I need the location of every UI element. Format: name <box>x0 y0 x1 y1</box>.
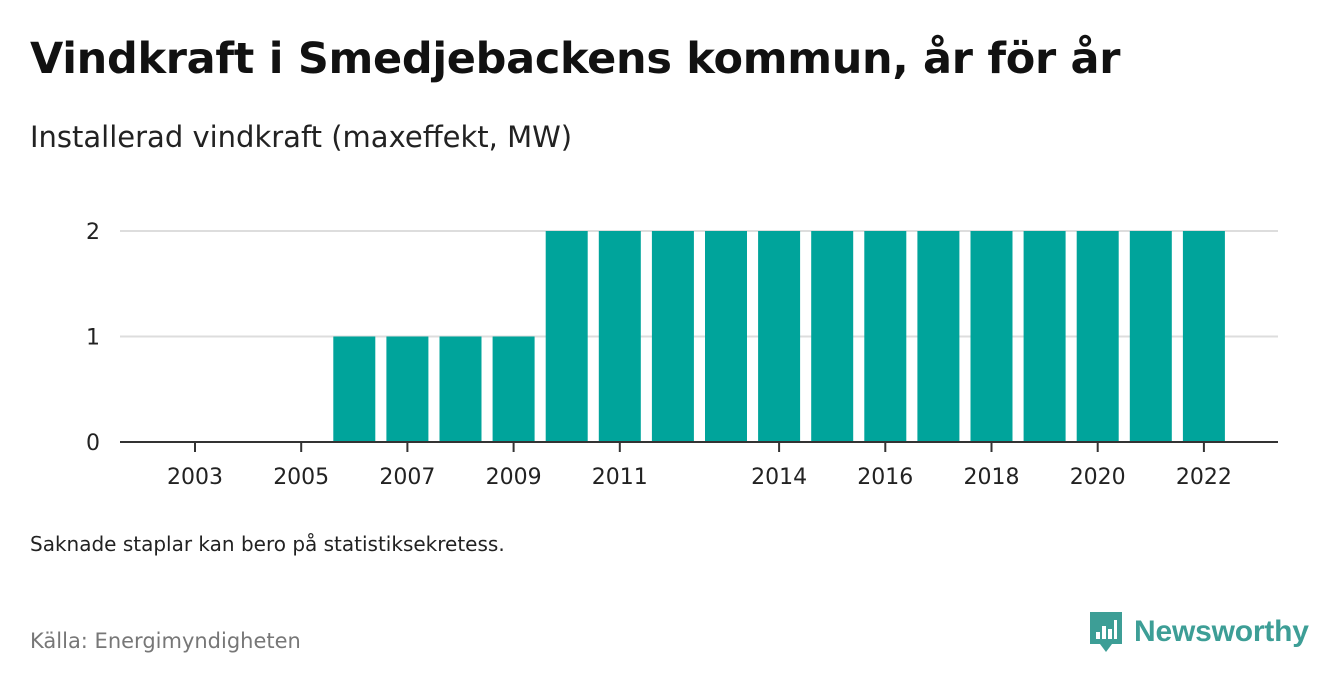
x-tick-label: 2009 <box>486 465 542 490</box>
bar-2013 <box>705 231 747 442</box>
x-tick-label: 2007 <box>379 465 435 490</box>
x-tick-label: 2011 <box>592 465 648 490</box>
x-tick-label: 2014 <box>751 465 807 490</box>
chart-subtitle: Installerad vindkraft (maxeffekt, MW) <box>30 120 573 154</box>
bar-2006 <box>333 336 376 442</box>
y-tick-label: 2 <box>86 220 100 245</box>
x-tick-label: 2022 <box>1176 465 1232 490</box>
bar-2009 <box>492 336 535 442</box>
x-tick-label: 2020 <box>1070 465 1126 490</box>
y-tick-label: 0 <box>86 431 100 456</box>
bar-2019 <box>1023 231 1066 442</box>
bar-2021 <box>1129 231 1172 442</box>
bar-2008 <box>439 336 482 442</box>
chart-title: Vindkraft i Smedjebackens kommun, år för… <box>30 34 1121 84</box>
bar-2022 <box>1182 231 1225 442</box>
bar-2007 <box>386 336 429 442</box>
bars <box>333 231 1225 442</box>
footnote: Saknade staplar kan bero på statistiksek… <box>30 532 505 556</box>
logo-text: Newsworthy <box>1134 615 1309 648</box>
y-tick-label: 1 <box>86 326 100 351</box>
newsworthy-logo[interactable]: Newsworthy <box>1088 610 1309 654</box>
x-tick-label: 2003 <box>167 465 223 490</box>
bar-2020 <box>1076 231 1119 442</box>
bar-2012 <box>651 231 694 442</box>
y-axis-ticks: 0 1 2 <box>86 220 100 456</box>
bar-chart: 0 1 2 2003 2005 2007 2009 2011 2014 2016 2018 2020… <box>86 220 1278 490</box>
source-label: Källa: Energimyndigheten <box>30 629 301 653</box>
bar-2015 <box>811 231 854 442</box>
bar-2018 <box>970 231 1013 442</box>
bar-2014 <box>758 231 801 442</box>
newsworthy-logo-icon <box>1090 612 1122 652</box>
x-axis-ticks: 2003 2005 2007 2009 2011 2014 2016 2018 2020 2022 <box>167 442 1232 490</box>
bar-2016 <box>864 231 907 442</box>
x-tick-label: 2005 <box>273 465 329 490</box>
bar-2010 <box>545 231 588 442</box>
bar-2011 <box>598 231 641 442</box>
bar-2017 <box>917 231 960 442</box>
x-tick-label: 2016 <box>857 465 913 490</box>
x-tick-label: 2018 <box>964 465 1020 490</box>
